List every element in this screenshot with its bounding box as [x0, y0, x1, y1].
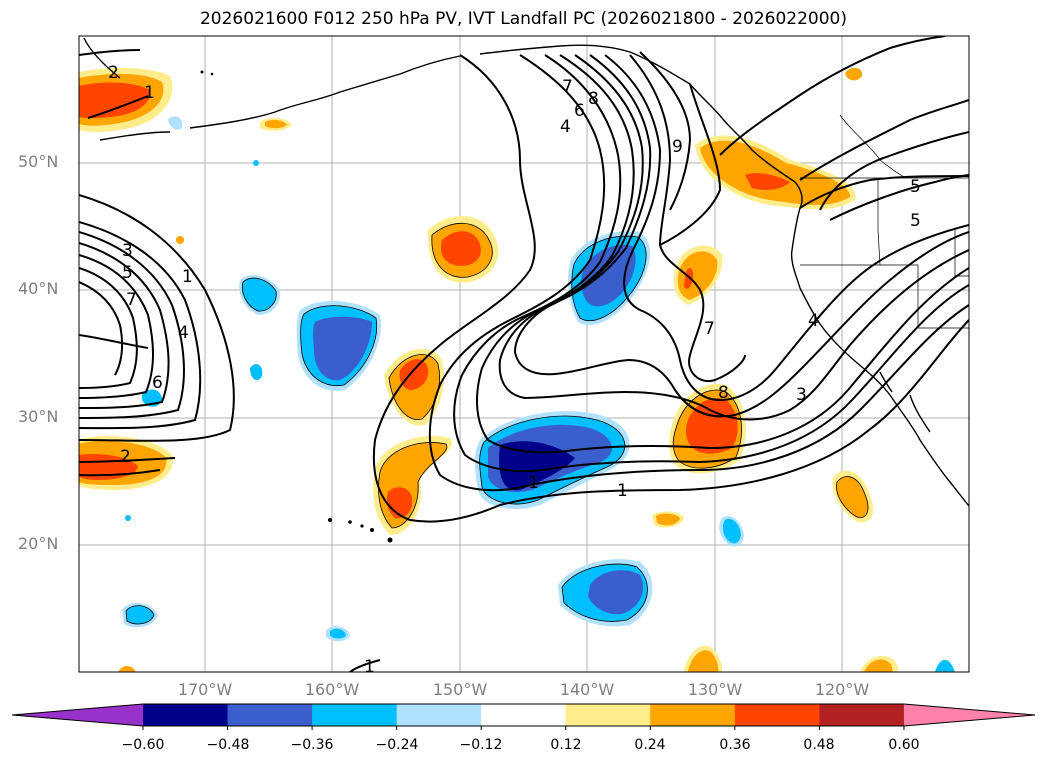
- hawaiian-islands: [200, 70, 393, 543]
- contour-label: 5: [122, 263, 133, 283]
- lon-label: 120°W: [814, 680, 870, 699]
- colorbar-segment: [227, 704, 313, 726]
- lon-label: 140°W: [559, 680, 615, 699]
- contour-label: 2: [120, 447, 131, 467]
- contour-label: 4: [808, 311, 819, 331]
- contour-label: 7: [704, 319, 715, 339]
- ivt-contours: [79, 36, 969, 672]
- lat-label: 30°N: [18, 407, 59, 426]
- contour-label: 6: [574, 101, 585, 121]
- colorbar-segment: [650, 704, 736, 726]
- pv-negative-shading: [122, 116, 955, 672]
- contour-label: 1: [364, 657, 375, 677]
- colorbar-tick-label: −0.48: [206, 737, 250, 753]
- colorbar-tick-label: −0.36: [290, 737, 334, 753]
- colorbar-tick-label: 0.36: [719, 737, 751, 753]
- contour-label: 5: [910, 177, 921, 197]
- colorbar-tick-label: −0.60: [121, 737, 165, 753]
- colorbar-extend-min: [12, 704, 143, 726]
- contour-label: 4: [560, 117, 571, 137]
- colorbar-tick-label: −0.24: [375, 737, 419, 753]
- map-title: 2026021600 F012 250 hPa PV, IVT Landfall…: [199, 9, 847, 29]
- colorbar-tick-label: 0.24: [634, 737, 666, 753]
- contour-label: 3: [796, 385, 807, 405]
- lon-label: 130°W: [687, 680, 743, 699]
- colorbar-tick-label: 0.60: [888, 737, 920, 753]
- colorbar-tick-label: 0.12: [550, 737, 582, 753]
- contour-label: 6: [152, 373, 163, 393]
- contour-labels: 2 1 9 8 7 6 4 3 5 7 4 6 2 1 7 8 3 4 5 5 …: [108, 63, 921, 677]
- contour-label: 3: [122, 241, 133, 261]
- colorbar-extend-max: [903, 704, 1035, 726]
- pv-outlines: [125, 222, 869, 625]
- contour-label: 7: [126, 290, 137, 310]
- lon-label: 160°W: [304, 680, 360, 699]
- colorbar-segment: [143, 704, 229, 726]
- contour-label: 8: [718, 383, 729, 403]
- contour-label: 1: [617, 481, 628, 501]
- contour-label: 7: [562, 77, 573, 97]
- colorbar-tick-label: 0.48: [803, 737, 835, 753]
- contour-label: 8: [588, 89, 599, 109]
- map-background: [79, 36, 969, 672]
- colorbar-segment: [565, 704, 651, 726]
- contour-label: 1: [182, 267, 193, 287]
- contour-label: 5: [910, 211, 921, 231]
- contour-label: 9: [672, 137, 683, 157]
- colorbar-segment: [734, 704, 820, 726]
- colorbar-segment: [312, 704, 398, 726]
- colorbar-segment: [396, 704, 482, 726]
- contour-label: 2: [108, 63, 119, 83]
- colorbar-tick-label: −0.12: [459, 737, 503, 753]
- map-frame: [78, 35, 970, 673]
- lat-label: 20°N: [18, 534, 59, 553]
- colorbar-segment: [481, 704, 567, 726]
- lon-label: 170°W: [177, 680, 233, 699]
- colorbar-segment: [819, 704, 905, 726]
- contour-label: 1: [528, 473, 539, 493]
- colorbar: [11, 703, 1036, 730]
- lat-label: 40°N: [18, 279, 59, 298]
- pv-positive-shading: [79, 67, 899, 672]
- lon-label: 150°W: [432, 680, 488, 699]
- lat-label: 50°N: [18, 152, 59, 171]
- contour-label: 1: [144, 83, 155, 103]
- contour-label: 4: [178, 323, 189, 343]
